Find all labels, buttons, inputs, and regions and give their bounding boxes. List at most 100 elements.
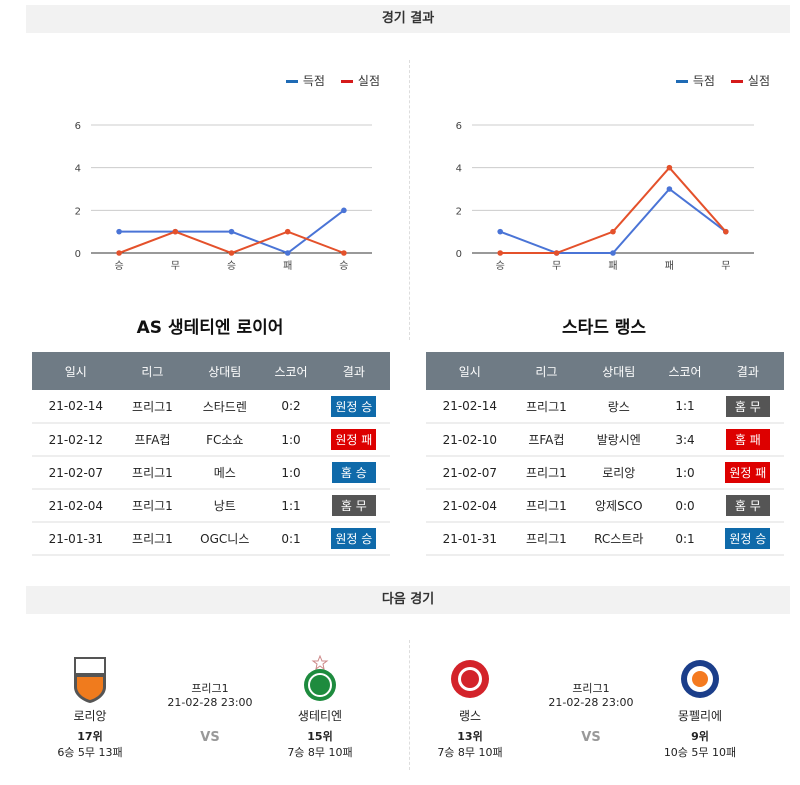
opponent: 메스 [185, 456, 265, 490]
x-tick-label: 패 [283, 260, 292, 272]
opponent: 낭트 [185, 489, 265, 523]
team-record: 7승 8무 10패 [287, 746, 353, 759]
opponent: 앙제SCO [579, 489, 659, 523]
column-header: 일시 [426, 352, 514, 390]
result-badge: 홈 무 [331, 495, 376, 516]
line-chart: 0 2 4 6 승 무 승 패 승 [75, 121, 372, 272]
league: 프리그1 [119, 390, 186, 424]
column-header: 일시 [32, 352, 120, 390]
y-tick-label: 0 [75, 249, 81, 260]
y-tick-label: 6 [456, 121, 462, 132]
opponent: OGC니스 [185, 522, 265, 556]
data-point [284, 250, 291, 256]
legend-swatch-conceded [730, 80, 743, 83]
team-name: 생테티엔 [297, 709, 343, 723]
home-team[interactable]: 로리앙 17위 6승 5무 13패 [40, 655, 140, 760]
x-tick-label: 패 [665, 260, 674, 272]
team-record: 10승 5무 10패 [663, 746, 737, 759]
saint-etienne-logo [300, 654, 340, 703]
league: 프리그1 [119, 522, 186, 556]
x-tick-label: 패 [608, 260, 617, 272]
league: 프FA컵 [513, 423, 580, 457]
result-badge: 홈 무 [725, 495, 770, 516]
result-badge: 원정 패 [725, 462, 771, 483]
opponent: RC스트라 [579, 522, 659, 556]
table-row: 21-02-14 프리그1 랑스 1:1 홈 무 [426, 390, 784, 424]
table-row: 21-02-14 프리그1 스타드렌 0:2 원정 승 [32, 390, 390, 424]
data-point [610, 228, 616, 235]
data-point [228, 250, 235, 256]
column-header: 리그 [119, 352, 186, 390]
score: 0:1 [658, 522, 712, 556]
team-record: 6승 5무 13패 [57, 746, 123, 759]
lorient-logo [70, 655, 110, 703]
match-date: 21-02-07 [426, 456, 514, 490]
series-line-scored [499, 187, 727, 254]
legend-conceded: 실점 [747, 74, 770, 88]
divider [409, 640, 410, 770]
score: 1:0 [658, 456, 712, 490]
away-team[interactable]: 생테티엔 15위 7승 8무 10패 [270, 654, 370, 760]
y-tick-label: 2 [75, 206, 81, 217]
legend-swatch-scored [675, 80, 688, 83]
column-header: 스코어 [658, 352, 712, 390]
next-match-header: 다음 경기 [26, 586, 790, 614]
home-team[interactable]: 랭스 13위 7승 8무 10패 [420, 655, 520, 760]
team-title: 스타드 랭스 [561, 318, 647, 338]
data-point [666, 186, 673, 192]
vs-label: VS [581, 730, 601, 745]
result-badge: 원정 승 [331, 395, 377, 417]
data-point [497, 228, 503, 235]
chart-right: 0 2 4 6 승 무 패 패 무 득점 실점 [420, 60, 800, 280]
line-chart: 0 2 4 6 승 무 패 패 무 [456, 121, 754, 272]
match-date: 21-02-14 [32, 390, 120, 424]
opponent: 발랑시엔 [579, 423, 659, 457]
data-point [116, 250, 122, 256]
recent-results-table: 일시 리그 상대팀 스코어 결과 21-02-14 프리그1 랑스 1:1 홈 무 21-02-10… [426, 352, 784, 556]
away-team[interactable]: 몽펠리에 9위 10승 5무 10패 [650, 655, 750, 760]
data-point [172, 228, 179, 235]
match-info: 프리그1 21-02-28 23:00 [155, 680, 265, 709]
match-info: 프리그1 21-02-28 23:00 [536, 680, 646, 709]
data-point [284, 228, 291, 235]
result-badge: 원정 승 [331, 528, 377, 549]
result-badge: 홈 승 [331, 462, 376, 483]
table-row: 21-02-12 프FA컵 FC소쇼 1:0 원정 패 [32, 423, 390, 457]
data-point [341, 250, 347, 256]
team-name: 로리앙 [73, 709, 107, 723]
league: 프리그1 [119, 489, 186, 523]
match-date: 21-01-31 [32, 522, 120, 556]
column-header: 상대팀 [185, 352, 265, 390]
match-date: 21-02-10 [426, 423, 514, 457]
team-title: AS 생테티엔 로이어 [136, 318, 284, 338]
legend-scored: 득점 [692, 74, 715, 88]
score: 1:1 [658, 390, 712, 424]
team-rank: 17위 [77, 730, 103, 743]
league: 프리그1 [513, 522, 580, 556]
table-header-row: 일시 리그 상대팀 스코어 결과 [426, 352, 784, 390]
x-tick-label: 승 [339, 260, 348, 272]
column-header: 상대팀 [579, 352, 659, 390]
match-date: 21-02-14 [426, 390, 514, 424]
y-tick-label: 0 [456, 249, 462, 260]
match-datetime: 21-02-28 23:00 [548, 696, 634, 709]
legend-conceded: 실점 [357, 74, 380, 88]
chart-left: 0 2 4 6 승 무 승 패 승 득점 실점 [30, 60, 410, 280]
league: 프리그1 [513, 456, 580, 490]
opponent: FC소쇼 [185, 423, 265, 457]
score: 3:4 [658, 423, 712, 457]
match-datetime: 21-02-28 23:00 [167, 696, 253, 709]
league: 프리그1 [513, 489, 580, 523]
score: 1:0 [264, 456, 318, 490]
column-header: 리그 [513, 352, 580, 390]
league: 프리그1 [191, 682, 229, 695]
x-tick-label: 무 [721, 261, 730, 272]
opponent: 스타드렌 [185, 390, 265, 424]
match-date: 21-02-12 [32, 423, 120, 457]
data-point [116, 228, 122, 235]
league: 프리그1 [119, 456, 186, 490]
table-row: 21-02-07 프리그1 메스 1:0 홈 승 [32, 456, 390, 490]
y-tick-label: 4 [75, 164, 81, 175]
team-rank: 15위 [307, 730, 333, 743]
score: 0:0 [658, 489, 712, 523]
